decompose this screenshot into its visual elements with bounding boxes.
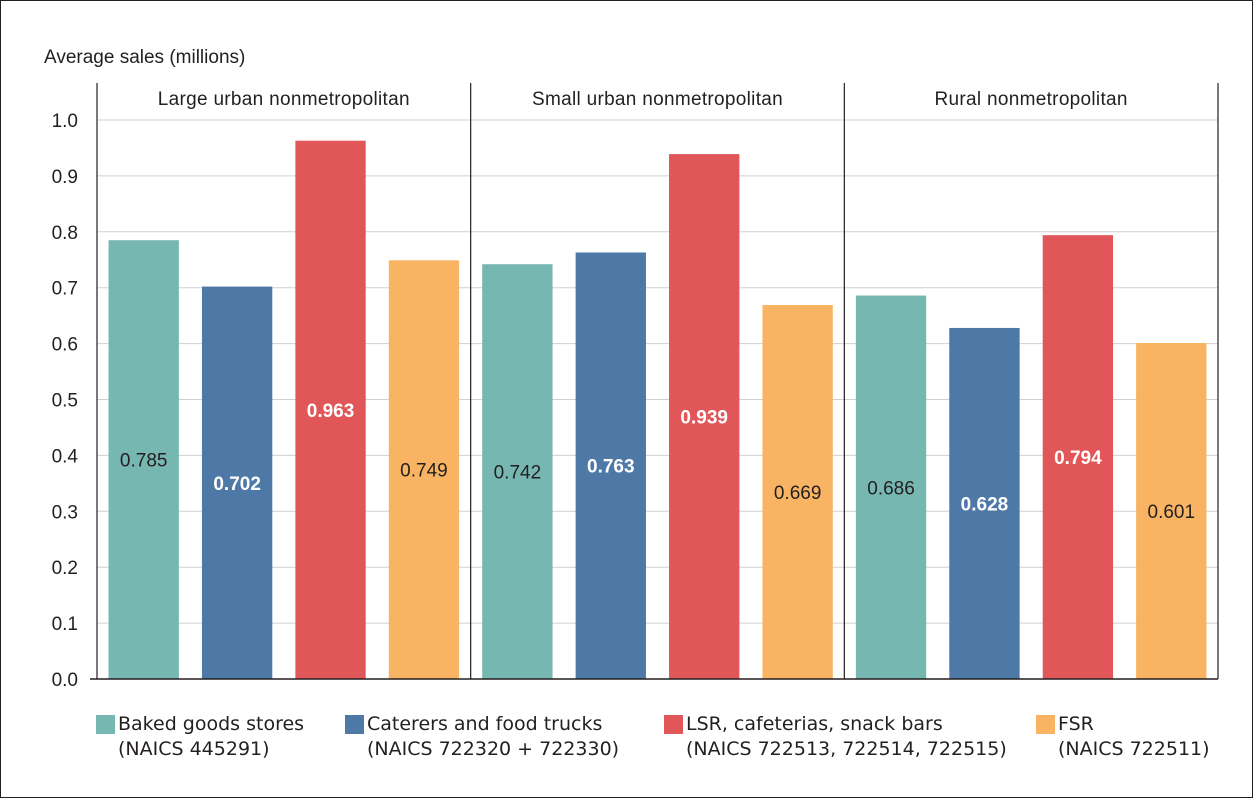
- y-tick-label: 0.7: [52, 279, 78, 300]
- y-tick-label: 0.9: [52, 167, 78, 188]
- bar: [855, 295, 927, 679]
- group-title: Small urban nonmetropolitan: [532, 89, 783, 110]
- legend-detail: (NAICS 445291): [118, 738, 270, 760]
- legend-swatch: [345, 715, 364, 734]
- data-label: 0.686: [867, 478, 915, 499]
- y-tick-label: 0.1: [52, 614, 78, 635]
- y-tick-label: 0.6: [52, 335, 78, 356]
- legend-label: Caterers and food trucks: [367, 713, 603, 735]
- bar: [1042, 235, 1114, 680]
- y-tick-label: 0.4: [52, 446, 79, 467]
- y-tick-label: 0.8: [52, 223, 78, 244]
- data-label: 0.794: [1054, 448, 1102, 469]
- bar: [575, 252, 646, 679]
- y-tick-label: 0.3: [52, 502, 78, 523]
- bar: [201, 286, 273, 679]
- data-label: 0.702: [213, 474, 261, 495]
- data-label: 0.628: [961, 494, 1009, 515]
- legend-swatch: [1036, 715, 1055, 734]
- legend-label: FSR: [1058, 713, 1094, 735]
- data-label: 0.939: [680, 408, 728, 429]
- legend-label: LSR, cafeterias, snack bars: [686, 713, 943, 735]
- data-label: 0.601: [1148, 502, 1196, 523]
- legend-detail: (NAICS 722513, 722514, 722515): [686, 738, 1007, 760]
- y-tick-label: 0.0: [52, 670, 78, 691]
- data-label: 0.785: [120, 451, 168, 472]
- y-axis-label: Average sales (millions): [44, 47, 245, 68]
- legend-swatch: [96, 715, 115, 734]
- legend-label: Baked goods stores: [118, 713, 305, 735]
- bar: [669, 154, 740, 679]
- data-label: 0.742: [494, 463, 542, 484]
- bar: [108, 240, 179, 679]
- y-tick-label: 1.0: [52, 111, 78, 132]
- legend: Baked goods stores (NAICS 445291) Caterer…: [0, 712, 1253, 782]
- data-label: 0.763: [587, 457, 635, 478]
- group-title: Rural nonmetropolitan: [935, 89, 1128, 110]
- bar: [762, 305, 833, 679]
- legend-swatch: [664, 715, 683, 734]
- data-label: 0.749: [400, 461, 448, 482]
- bar: [1136, 343, 1207, 679]
- bar: [482, 264, 553, 679]
- legend-detail: (NAICS 722320 + 722330): [367, 738, 620, 760]
- y-tick-label: 0.5: [52, 391, 78, 412]
- group-title: Large urban nonmetropolitan: [158, 89, 410, 110]
- bar: [388, 260, 460, 679]
- data-label: 0.963: [307, 401, 355, 422]
- bar: [949, 327, 1020, 679]
- data-label: 0.669: [774, 483, 822, 504]
- bar: [295, 140, 366, 680]
- y-tick-label: 0.2: [52, 558, 78, 579]
- legend-detail: (NAICS 722511): [1058, 738, 1210, 760]
